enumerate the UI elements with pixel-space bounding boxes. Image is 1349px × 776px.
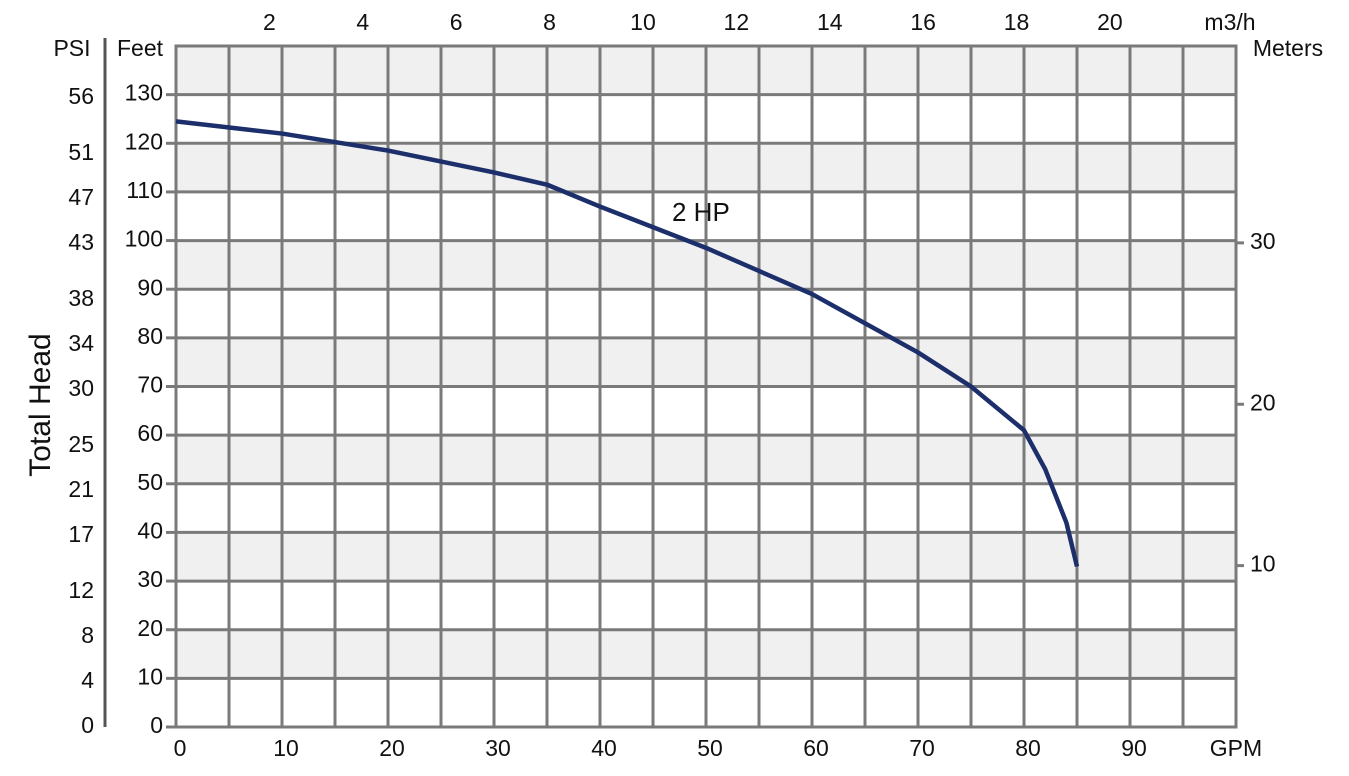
y2-tick-label: 30 <box>1250 228 1276 254</box>
x2-tick-label: 12 <box>724 9 750 35</box>
x2-tick-label: 16 <box>910 9 936 35</box>
psi-tick-label: 25 <box>68 431 94 457</box>
y-tick-label: 110 <box>126 177 163 203</box>
y2-tick-label: 20 <box>1250 389 1276 415</box>
x2-axis-title: m3/h <box>1204 9 1255 35</box>
x2-tick-label: 10 <box>630 9 656 35</box>
x-tick-label: 90 <box>1121 735 1147 761</box>
x-tick-label: 0 <box>174 735 187 761</box>
x-tick-label: 50 <box>697 735 723 761</box>
y-tick-label: 130 <box>125 80 163 106</box>
x-tick-label: 10 <box>273 735 299 761</box>
psi-tick-label: 8 <box>81 622 94 648</box>
curve-annotation: 2 HP <box>672 197 730 227</box>
psi-tick-label: 34 <box>68 330 94 356</box>
x-tick-label: 60 <box>803 735 829 761</box>
psi-tick-label: 38 <box>68 285 94 311</box>
plot-frame <box>174 44 1238 729</box>
curve <box>175 119 1080 568</box>
y-tick-label: 50 <box>137 469 163 495</box>
psi-tick-label: 0 <box>81 712 94 738</box>
y-tick-label: 0 <box>150 712 163 738</box>
feet-axis-title: Feet <box>117 35 164 61</box>
y-tick-label: 90 <box>137 274 163 300</box>
x2-tick-label: 4 <box>356 9 369 35</box>
x2-tick-label: 14 <box>817 9 843 35</box>
x-tick-label: 40 <box>591 735 617 761</box>
psi-tick-label: 30 <box>68 375 94 401</box>
y-tick-label: 10 <box>137 663 163 689</box>
y-tick-label: 30 <box>137 566 163 592</box>
x2-tick-label: 8 <box>543 9 556 35</box>
y-tick-label: 80 <box>137 323 163 349</box>
psi-tick-label: 21 <box>68 476 94 502</box>
y-tick-label: 60 <box>137 420 163 446</box>
x-axis-title: GPM <box>1210 735 1262 761</box>
y-tick-label: 70 <box>137 372 163 398</box>
x2-tick-label: 2 <box>263 9 276 35</box>
x-tick-label: 30 <box>485 735 511 761</box>
psi-tick-label: 17 <box>68 521 94 547</box>
y2-axis-title: Meters <box>1253 35 1323 61</box>
x-tick-label: 80 <box>1015 735 1041 761</box>
x2-tick-label: 18 <box>1004 9 1030 35</box>
y-tick-label: 40 <box>137 518 163 544</box>
psi-tick-label: 56 <box>68 83 94 109</box>
psi-tick-label: 4 <box>81 667 94 693</box>
psi-axis-title: PSI <box>53 35 90 61</box>
y2-tick-label: 10 <box>1250 551 1276 577</box>
psi-tick-label: 51 <box>68 139 94 165</box>
y-axis-title: Total Head <box>24 333 57 476</box>
x-tick-label: 20 <box>379 735 405 761</box>
psi-tick-label: 43 <box>68 229 94 255</box>
y-tick-label: 100 <box>125 226 163 252</box>
x2-tick-label: 6 <box>450 9 463 35</box>
psi-tick-label: 47 <box>68 184 94 210</box>
y-tick-label: 20 <box>137 615 163 641</box>
x-tick-label: 70 <box>909 735 935 761</box>
psi-tick-label: 12 <box>68 577 94 603</box>
y-tick-label: 120 <box>125 128 163 154</box>
x2-tick-label: 20 <box>1097 9 1123 35</box>
